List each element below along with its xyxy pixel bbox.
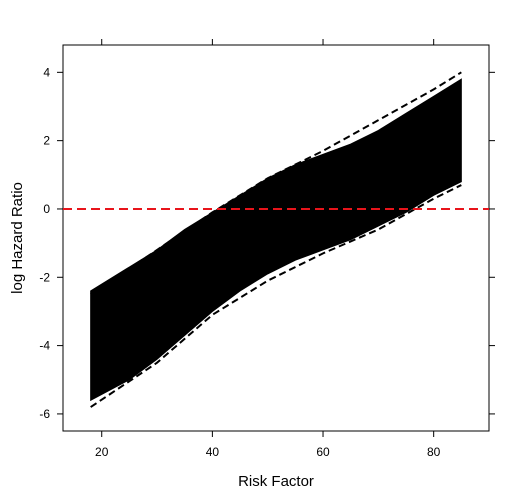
x-tick-label-60: 60 bbox=[316, 445, 330, 459]
y-tick-label--6: -6 bbox=[39, 407, 50, 421]
y-tick-label-2: 2 bbox=[43, 134, 50, 148]
y-tick-label-0: 0 bbox=[43, 202, 50, 216]
y-axis-title: log Hazard Ratio bbox=[9, 182, 26, 294]
y-tick-label--2: -2 bbox=[39, 270, 50, 284]
x-tick-label-80: 80 bbox=[427, 445, 441, 459]
x-tick-label-20: 20 bbox=[95, 445, 109, 459]
y-tick-label-4: 4 bbox=[43, 65, 50, 79]
x-axis-title: Risk Factor bbox=[238, 473, 314, 490]
x-tick-label-40: 40 bbox=[206, 445, 220, 459]
y-tick-label--4: -4 bbox=[39, 339, 50, 353]
